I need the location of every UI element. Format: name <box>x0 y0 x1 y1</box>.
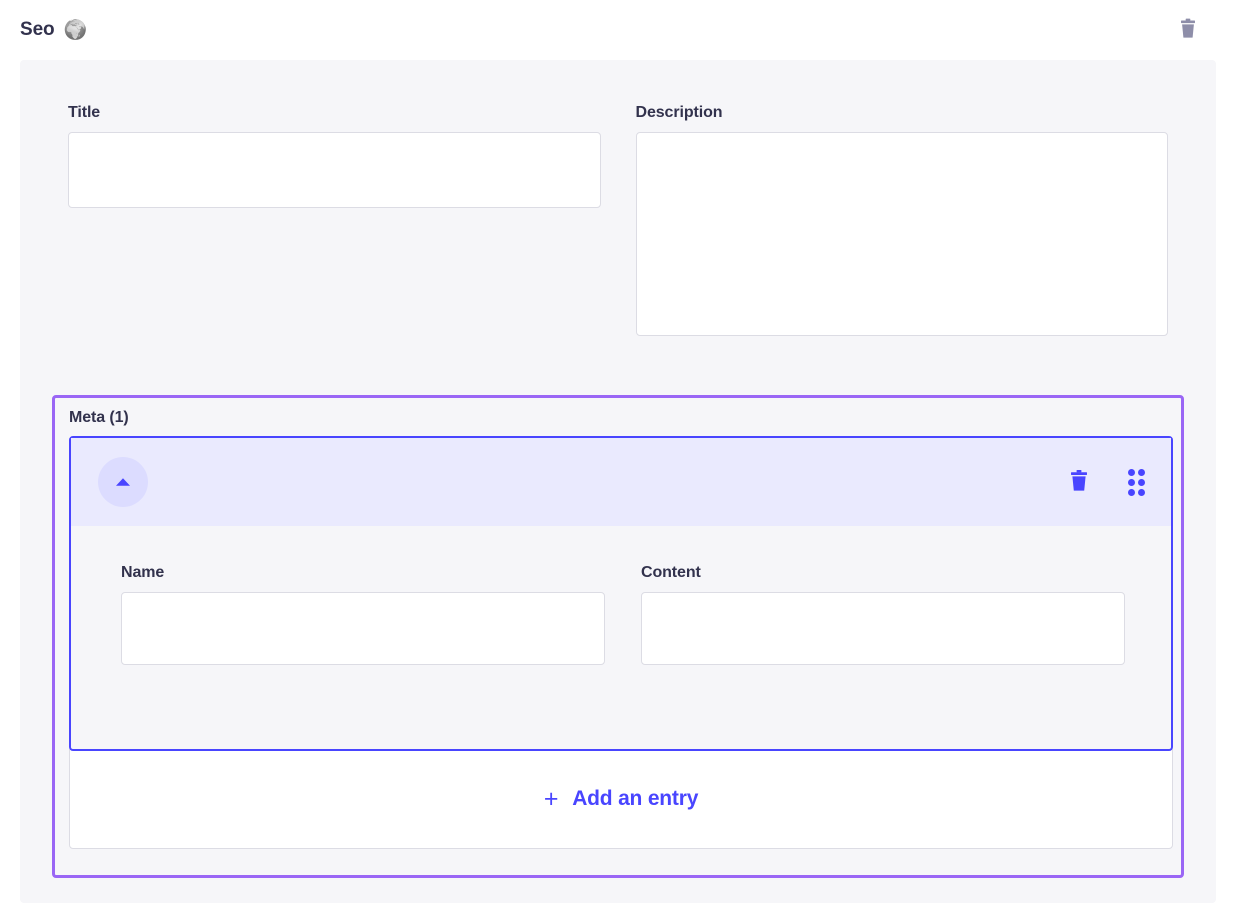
drag-dot <box>1138 478 1145 486</box>
drag-dot <box>1128 468 1135 476</box>
meta-entry-header[interactable] <box>71 438 1171 526</box>
page-header: Seo 🌍 <box>0 0 1240 60</box>
field-group-name: Name <box>121 564 605 665</box>
content-card: Title Description Meta (1) <box>20 60 1216 903</box>
drag-handle-icon[interactable] <box>1128 468 1145 496</box>
plus-icon: + <box>543 784 559 813</box>
top-fields-row: Title Description <box>20 60 1216 341</box>
drag-dot <box>1138 488 1145 496</box>
trash-icon <box>1071 470 1087 491</box>
label-name: Name <box>121 564 165 581</box>
meta-entry-actions <box>1066 467 1145 497</box>
field-group-title: Title <box>68 104 601 341</box>
title-input[interactable] <box>68 132 601 208</box>
meta-entries-stack: Name Content + Add an entry <box>69 436 1173 849</box>
label-title: Title <box>68 104 101 121</box>
name-input[interactable] <box>121 592 605 665</box>
trash-icon <box>1181 18 1195 38</box>
collapse-entry-button[interactable] <box>98 457 148 507</box>
label-meta: Meta (1) <box>69 409 129 426</box>
drag-dot <box>1128 488 1135 496</box>
add-entry-footer: + Add an entry <box>69 749 1173 849</box>
label-description: Description <box>635 104 723 121</box>
meta-entry-panel: Name Content <box>69 436 1173 751</box>
page-title: Seo <box>20 19 55 40</box>
add-an-entry-button[interactable]: + Add an entry <box>534 781 708 818</box>
header-title-group: Seo 🌍 <box>20 19 87 41</box>
drag-dot <box>1128 478 1135 486</box>
drag-dot <box>1138 468 1145 476</box>
delete-content-type-button[interactable] <box>1172 14 1204 46</box>
add-entry-label: Add an entry <box>572 787 699 810</box>
content-input[interactable] <box>641 592 1125 665</box>
field-group-description: Description <box>635 104 1168 341</box>
meta-repeatable-field: Meta (1) <box>52 395 1184 878</box>
chevron-up-icon <box>116 478 130 486</box>
description-textarea[interactable] <box>635 132 1168 336</box>
label-content: Content <box>641 564 701 581</box>
delete-entry-button[interactable] <box>1066 467 1092 497</box>
meta-entry-body: Name Content <box>71 526 1171 665</box>
globe-emoji: 🌍 <box>63 19 88 41</box>
field-group-content: Content <box>641 564 1125 665</box>
